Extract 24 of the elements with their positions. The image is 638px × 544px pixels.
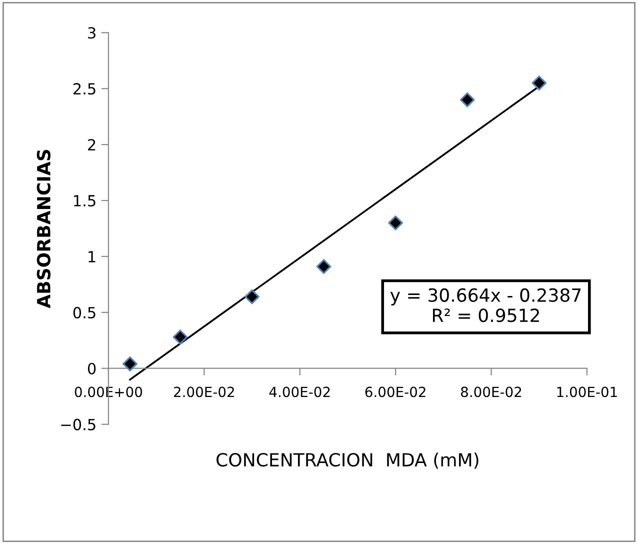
point — [316, 259, 332, 274]
y-tick-label: 3 — [88, 27, 96, 39]
annotation: y = 30.664x - 0.2387 R² = 0.9512 — [390, 288, 581, 322]
point — [388, 215, 403, 230]
y-axis-title: ABSORBANCIAS — [36, 150, 50, 308]
y-tick-label: 1.5 — [74, 195, 96, 207]
y-tick-label: −0.5 — [61, 418, 96, 430]
x-tick-label: 4.00E-02 — [269, 386, 330, 398]
y-tick-label: 2 — [88, 139, 96, 150]
point — [244, 289, 260, 304]
x-tick-label: 0.00E+00 — [74, 386, 142, 398]
x-tick-label: 1.00E-01 — [557, 386, 617, 398]
y-tick-label: 0 — [88, 362, 96, 374]
y-tick-label: 1 — [88, 251, 96, 262]
x-tick-label: 6.00E-02 — [365, 386, 426, 398]
x-tick-label: 8.00E-02 — [461, 386, 522, 398]
x-axis-title: CONCENTRACION MDA (mM) — [216, 452, 478, 469]
point — [122, 356, 138, 372]
y-tick-label: 2.5 — [73, 83, 96, 95]
x-tick-label: 2.00E-02 — [174, 386, 234, 398]
y-tick-label: 0.5 — [73, 306, 96, 318]
point — [532, 76, 547, 90]
point — [172, 330, 188, 344]
point — [460, 92, 475, 108]
